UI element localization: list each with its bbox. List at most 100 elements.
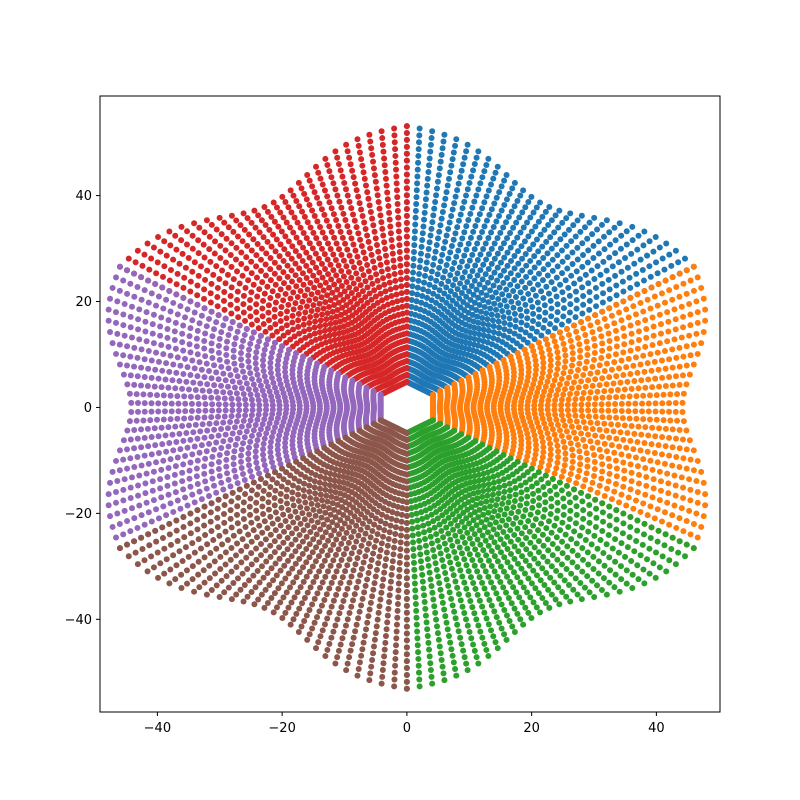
scatter-point [215,349,222,356]
scatter-point [511,265,518,272]
scatter-point [542,383,549,390]
scatter-point [458,431,465,438]
scatter-point [185,255,192,262]
scatter-point [403,150,410,157]
scatter-point [593,294,600,301]
scatter-point [532,223,539,230]
scatter-point [240,368,247,375]
scatter-point [269,332,276,339]
scatter-point [573,511,580,518]
scatter-point [507,244,514,251]
scatter-point [220,370,227,377]
scatter-point [599,375,606,382]
scatter-point [552,397,559,404]
scatter-point [535,502,542,509]
scatter-point [564,543,571,550]
scatter-point [250,427,257,434]
scatter-point [634,291,641,298]
scatter-point [567,417,574,424]
scatter-point [498,625,505,632]
scatter-point [661,509,668,516]
scatter-point [591,466,598,473]
scatter-point [481,524,488,531]
scatter-point [585,431,592,438]
scatter-point [523,546,530,553]
scatter-point [439,663,446,670]
scatter-point [208,221,215,228]
scatter-point [646,416,653,423]
scatter-point [566,499,573,506]
scatter-point [651,358,658,365]
scatter-point [524,469,531,476]
scatter-point [264,208,271,215]
scatter-point [148,408,155,415]
scatter-point [620,483,627,490]
scatter-point [518,371,525,378]
scatter-point [644,448,651,455]
scatter-point [659,553,666,560]
scatter-point [477,180,484,187]
scatter-point [332,186,339,193]
scatter-point [461,539,468,546]
scatter-point [571,401,578,408]
scatter-point [424,513,431,520]
scatter-point [533,236,540,243]
scatter-point [591,214,598,221]
scatter-point [501,177,508,184]
scatter-point [155,234,162,241]
scatter-point [569,458,576,465]
scatter-point [543,238,550,245]
scatter-point [488,245,495,252]
scatter-point [464,622,471,629]
scatter-point [669,462,676,469]
scatter-point [518,489,525,496]
scatter-point [620,510,627,517]
scatter-point [582,271,589,278]
scatter-point [547,297,554,304]
scatter-point [449,297,456,304]
scatter-point [424,175,431,182]
scatter-point [491,200,498,207]
scatter-point [596,326,603,333]
scatter-point [553,371,560,378]
scatter-point [159,441,166,448]
scatter-point [492,169,499,176]
scatter-point [225,365,232,372]
scatter-point [517,306,524,313]
scatter-point [545,397,552,404]
scatter-point [348,290,355,297]
scatter-point [472,546,479,553]
scatter-point [124,427,131,434]
scatter-point [331,331,338,338]
scatter-point [455,217,462,224]
scatter-point [549,332,556,339]
scatter-point [503,505,510,512]
scatter-point [161,238,168,245]
scatter-point [282,233,289,240]
scatter-point [233,244,240,251]
scatter-point [160,392,167,399]
scatter-point [678,474,685,481]
scatter-point [558,487,565,494]
scatter-point [505,499,512,506]
scatter-point [591,342,598,349]
scatter-point [329,289,336,296]
scatter-point [571,379,578,386]
scatter-point [625,494,632,501]
scatter-point [537,231,544,238]
scatter-point [387,223,394,230]
scatter-point [467,210,474,217]
scatter-point [235,233,241,240]
scatter-point [454,187,461,194]
scatter-point [414,635,421,642]
scatter-point [439,251,446,258]
scatter-point [659,374,666,381]
scatter-point [310,272,317,279]
scatter-point [562,352,569,359]
scatter-point [530,490,537,497]
scatter-point [237,356,244,363]
scatter-point [250,329,257,336]
scatter-point [481,223,488,230]
scatter-point [344,192,351,199]
scatter-point [672,482,679,489]
